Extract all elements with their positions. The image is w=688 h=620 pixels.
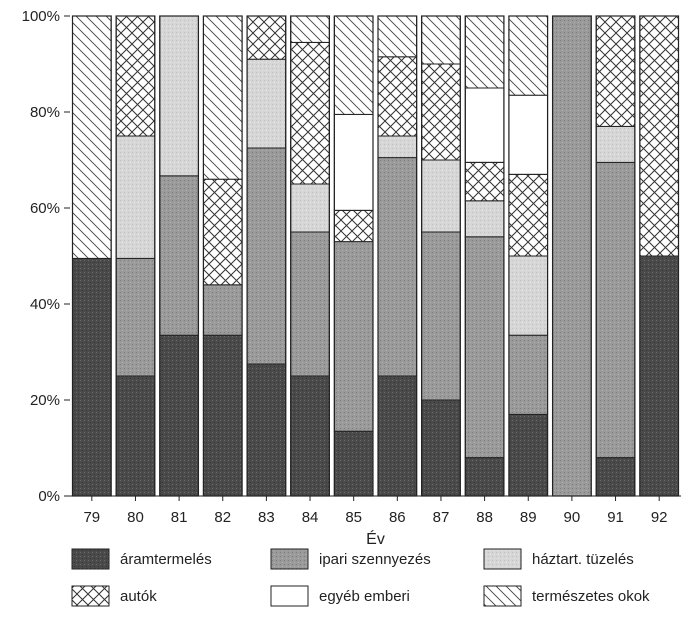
bar-segment-86-1 (377, 157, 418, 377)
bar-segment-86-3 (377, 56, 418, 137)
bar-segment-89-2 (508, 255, 549, 336)
bar-segment-91-3 (595, 15, 636, 127)
bar-segment-88-5 (464, 15, 505, 89)
bar-segment-88-2 (464, 200, 505, 238)
bar-segment-85-4 (333, 113, 374, 211)
x-tick-label: 82 (214, 509, 231, 526)
bar-segment-84-2 (290, 183, 330, 233)
bar-segment-80-1 (115, 257, 156, 377)
legend-swatch (270, 585, 309, 607)
legend-swatch (483, 585, 522, 607)
y-axis-ticks: 0% 20% 40% 60% 80% 100% (22, 8, 70, 505)
bar-segment-87-0 (421, 399, 461, 497)
legend-label: autók (120, 588, 157, 605)
bar-segment-80-3 (115, 15, 156, 137)
bar-segment-84-1 (290, 231, 330, 377)
x-tick-label: 83 (258, 509, 275, 526)
bar-segment-87-5 (421, 15, 461, 65)
bar-segment-92-3 (639, 15, 679, 257)
bar-segment-88-3 (464, 161, 505, 202)
legend-label: egyéb emberi (319, 588, 410, 605)
bar-segment-85-5 (333, 15, 374, 115)
y-tick-label: 20% (30, 392, 60, 409)
y-tick-label: 40% (30, 296, 60, 313)
legend-label: háztart. tüzelés (532, 551, 634, 568)
bar-segment-84-3 (290, 41, 330, 185)
y-tick-label: 60% (30, 200, 60, 217)
bar-segment-89-4 (508, 94, 549, 175)
bar-segment-81-2 (159, 15, 199, 177)
bar-segment-91-2 (595, 125, 636, 163)
bar-segment-87-1 (421, 231, 461, 401)
bar-segment-91-1 (595, 161, 636, 459)
bar-segment-92-0 (639, 255, 679, 497)
legend-label: áramtermelés (120, 551, 212, 568)
bar-segment-82-5 (202, 15, 243, 180)
bar-segment-85-1 (333, 241, 374, 432)
bar-segment-83-3 (246, 15, 287, 60)
bars (71, 15, 680, 497)
bar-segment-85-0 (333, 430, 374, 497)
legend-label: természetes okok (532, 588, 650, 605)
bar-segment-80-2 (115, 135, 156, 259)
bar-segment-88-1 (464, 236, 505, 459)
x-tick-label: 91 (607, 509, 624, 526)
y-tick-label: 100% (22, 8, 60, 25)
bar-segment-86-5 (377, 15, 418, 58)
bar-segment-82-1 (202, 284, 243, 336)
bar-segment-82-3 (202, 178, 243, 286)
bar-segment-89-3 (508, 173, 549, 257)
bar-segment-83-2 (246, 58, 287, 149)
bar-segment-87-2 (421, 159, 461, 233)
bar-segment-88-4 (464, 87, 505, 163)
bar-segment-82-0 (202, 334, 243, 497)
bar-segment-83-1 (246, 147, 287, 365)
x-tick-label: 87 (433, 509, 450, 526)
x-tick-label: 79 (83, 509, 100, 526)
bar-segment-86-0 (377, 375, 418, 497)
bar-segment-85-3 (333, 209, 374, 243)
bar-segment-86-2 (377, 135, 418, 159)
bar-segment-87-3 (421, 63, 461, 161)
bar-segment-91-0 (595, 457, 636, 497)
x-tick-label: 86 (389, 509, 406, 526)
bar-segment-90-1 (552, 15, 592, 497)
x-tick-label: 84 (302, 509, 319, 526)
legend: áramtermelés ipari szennyezés háztart. tüz… (71, 548, 650, 607)
bar-segment-89-5 (508, 15, 549, 96)
x-tick-label: 80 (127, 509, 144, 526)
x-tick-label: 85 (345, 509, 362, 526)
bar-segment-84-5 (290, 15, 330, 43)
legend-label: ipari szennyezés (319, 551, 431, 568)
bar-segment-81-1 (159, 175, 199, 336)
bar-segment-80-0 (115, 375, 156, 497)
legend-swatch (483, 548, 522, 570)
y-tick-label: 80% (30, 104, 60, 121)
bar-segment-79-0 (72, 257, 112, 497)
x-tick-label: 90 (564, 509, 581, 526)
x-tick-label: 89 (520, 509, 537, 526)
legend-swatch (270, 548, 309, 570)
x-tick-label: 81 (171, 509, 188, 526)
bar-segment-89-0 (508, 413, 549, 497)
bar-segment-88-0 (464, 457, 505, 497)
legend-swatch (71, 585, 110, 607)
bar-segment-81-0 (159, 334, 199, 497)
legend-swatch (71, 548, 110, 570)
bar-segment-84-0 (290, 375, 330, 497)
x-tick-label: 92 (651, 509, 668, 526)
x-axis-label: Év (366, 529, 385, 548)
bar-segment-79-5 (72, 15, 112, 259)
bar-segment-89-1 (508, 334, 549, 415)
x-axis-ticks: 79 80 81 82 83 84 85 86 87 88 89 90 91 92 (83, 496, 668, 526)
bar-segment-83-0 (246, 363, 287, 497)
x-tick-label: 88 (476, 509, 493, 526)
y-tick-label: 0% (38, 488, 60, 505)
